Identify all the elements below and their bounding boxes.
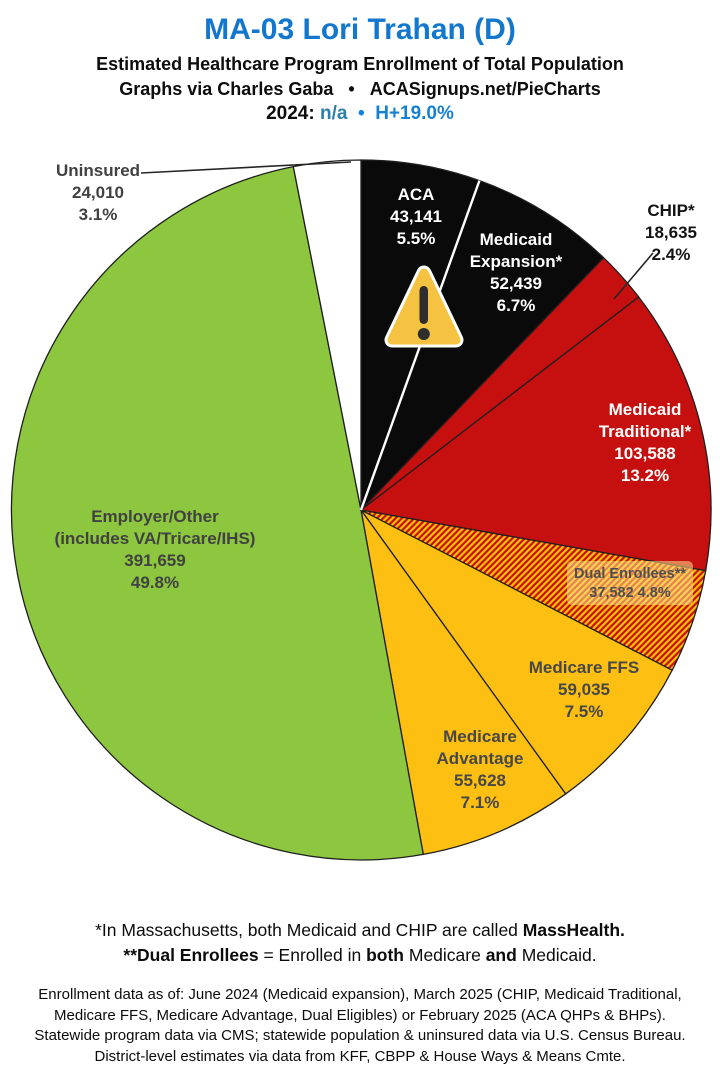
pie-slice-medicaid-expansion: [360, 180, 605, 511]
pie-chart: Uninsured 24,010 3.1% ACA 43,141 5.5% Me…: [0, 150, 720, 882]
source-line: Enrollment data as of: June 2024 (Medica…: [38, 986, 682, 1003]
leader-line-chip: [613, 252, 654, 300]
pie-slice-medicare-advantage: [360, 509, 567, 856]
pie-svg: [10, 159, 712, 861]
pie-slice-medicaid-traditional: [360, 296, 712, 572]
slice-label-medicaid-expansion: Medicaid Expansion* 52,439 6.7%: [469, 230, 563, 315]
leader-line-uninsured: [140, 161, 352, 174]
footnote-sources: Enrollment data as of: June 2024 (Medica…: [0, 985, 720, 1067]
year-value: n/a: [319, 103, 348, 124]
slice-label-medicare-advantage: Medicare Advantage 55,628 7.1%: [436, 727, 524, 812]
footnote-mass-line: *In Massachusetts, both Medicaid and CHI…: [95, 920, 625, 940]
credit-bullet: •: [348, 79, 355, 99]
pie-slice-employer-other: [10, 165, 424, 861]
pie-slice-medicare-ffs: [360, 509, 673, 795]
year-bullet: •: [357, 103, 365, 124]
year-line: 2024: n/a • H+19.0%: [0, 103, 720, 125]
slice-label-uninsured: Uninsured 24,010 3.1%: [55, 161, 141, 224]
footnote-masshealth: *In Massachusetts, both Medicaid and CHI…: [0, 918, 720, 968]
warning-exclamation-dot: [417, 328, 430, 340]
warning-exclamation-bar: [419, 286, 428, 324]
slice-label-medicaid-traditional: Medicaid Traditional* 103,588 13.2%: [598, 400, 692, 485]
credit-line: Graphs via Charles Gaba • ACASignups.net…: [0, 79, 720, 100]
source-line: District-level estimates via data from K…: [94, 1047, 626, 1065]
site-text: ACASignups.net/PieCharts: [369, 79, 601, 99]
slice-label-employer-other: Employer/Other (includes VA/Tricare/IHS)…: [54, 507, 256, 592]
source-line: Statewide program data via CMS; statewid…: [34, 1027, 686, 1044]
footnote-dual-line: **Dual Enrollees = Enrolled in both Medi…: [123, 945, 597, 965]
partisan-lean: H+19.0%: [375, 103, 454, 124]
source-line: Medicare FFS, Medicare Advantage, Dual E…: [54, 1006, 666, 1024]
warning-icon: [384, 265, 464, 348]
page-title: MA-03 Lori Trahan (D): [204, 13, 516, 46]
chart-subtitle: Estimated Healthcare Program Enrollment …: [96, 54, 624, 74]
credit-text: Graphs via Charles Gaba: [119, 79, 334, 99]
pie-slice-uninsured: [292, 159, 362, 511]
slice-label-medicare-ffs: Medicare FFS 59,035 7.5%: [528, 658, 640, 721]
slice-label-chip: CHIP* 18,635 2.4%: [645, 201, 697, 264]
year-label: 2024:: [266, 103, 315, 124]
slice-label-aca: ACA 43,141 5.5%: [390, 185, 442, 248]
slice-label-dual-enrollees: Dual Enrollees** 37,582 4.8%: [567, 561, 693, 605]
